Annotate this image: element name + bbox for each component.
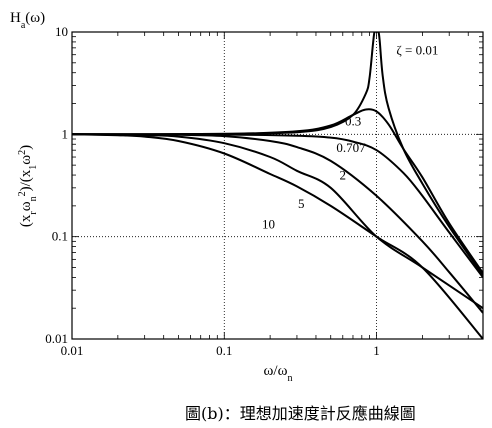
y-tick-label: 10 bbox=[55, 24, 68, 39]
y-axis-label: (xrωn2)/(x1ω2) bbox=[17, 145, 39, 227]
y-tick-label: 1 bbox=[62, 126, 69, 141]
series-label-4: 5 bbox=[298, 196, 305, 211]
x-tick-label: 0.01 bbox=[61, 343, 84, 358]
y-tick-label: 0.01 bbox=[45, 331, 68, 346]
series-label-1: 0.3 bbox=[345, 113, 361, 128]
plot-frame bbox=[71, 31, 484, 340]
curve-series-2 bbox=[72, 133, 483, 278]
series-label-5: 10 bbox=[262, 217, 275, 232]
grid bbox=[72, 32, 483, 339]
series-label-0: ζ = 0.01 bbox=[396, 43, 438, 58]
axis-ticks bbox=[71, 32, 484, 340]
x-axis-label: ω/ωn bbox=[264, 363, 293, 384]
series-labels: ζ = 0.01 0.3 0.707 2 5 10 bbox=[262, 43, 438, 232]
figure-caption: 圖(b)：理想加速度計反應曲線圖 bbox=[185, 404, 416, 423]
x-tick-label: 0.1 bbox=[216, 343, 232, 358]
curve-series-1 bbox=[72, 108, 483, 274]
curves bbox=[72, 32, 483, 339]
x-tick-label: 1 bbox=[373, 343, 380, 358]
curve-series-4 bbox=[72, 133, 483, 310]
curve-series-5 bbox=[72, 133, 483, 339]
curve-series-0 bbox=[72, 32, 483, 276]
curve-series-3 bbox=[72, 133, 483, 314]
series-label-2: 0.707 bbox=[336, 140, 366, 155]
y-tick-label: 0.1 bbox=[52, 229, 68, 244]
tick-labels: 0.01 0.1 1 0.01 0.1 1 10 bbox=[45, 24, 380, 358]
series-label-3: 2 bbox=[340, 168, 347, 183]
chart-title: Ha(ω) bbox=[10, 10, 45, 31]
